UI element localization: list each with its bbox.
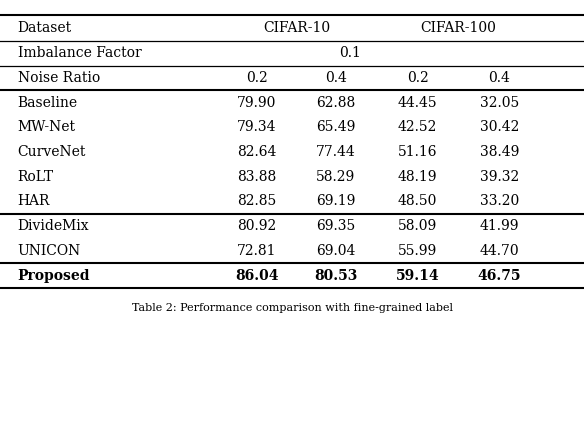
Text: CIFAR-100: CIFAR-100 (420, 21, 496, 35)
Text: 38.49: 38.49 (479, 145, 519, 159)
Text: 69.35: 69.35 (316, 219, 356, 233)
Text: 0.2: 0.2 (406, 71, 429, 85)
Text: 42.52: 42.52 (398, 120, 437, 134)
Text: 0.4: 0.4 (488, 71, 510, 85)
Text: Baseline: Baseline (18, 95, 78, 109)
Text: 79.90: 79.90 (237, 95, 277, 109)
Text: MW-Net: MW-Net (18, 120, 75, 134)
Text: Noise Ratio: Noise Ratio (18, 71, 100, 85)
Text: 32.05: 32.05 (479, 95, 519, 109)
Text: UNICON: UNICON (18, 244, 81, 258)
Text: 46.75: 46.75 (478, 268, 521, 282)
Text: 51.16: 51.16 (398, 145, 437, 159)
Text: 0.1: 0.1 (339, 46, 361, 60)
Text: 39.32: 39.32 (479, 170, 519, 184)
Text: 59.14: 59.14 (396, 268, 439, 282)
Text: 79.34: 79.34 (237, 120, 277, 134)
Text: 58.29: 58.29 (316, 170, 356, 184)
Text: Imbalance Factor: Imbalance Factor (18, 46, 141, 60)
Text: 65.49: 65.49 (316, 120, 356, 134)
Text: 69.19: 69.19 (316, 194, 356, 208)
Text: DivideMix: DivideMix (18, 219, 89, 233)
Text: CIFAR-10: CIFAR-10 (263, 21, 330, 35)
Text: 0.4: 0.4 (325, 71, 347, 85)
Text: RoLT: RoLT (18, 170, 54, 184)
Text: 0.2: 0.2 (246, 71, 268, 85)
Text: 41.99: 41.99 (479, 219, 519, 233)
Text: 33.20: 33.20 (479, 194, 519, 208)
Text: 62.88: 62.88 (316, 95, 356, 109)
Text: 44.70: 44.70 (479, 244, 519, 258)
Text: 69.04: 69.04 (316, 244, 356, 258)
Text: Proposed: Proposed (18, 268, 90, 282)
Text: 83.88: 83.88 (237, 170, 277, 184)
Text: CurveNet: CurveNet (18, 145, 86, 159)
Text: Dataset: Dataset (18, 21, 72, 35)
Text: 48.50: 48.50 (398, 194, 437, 208)
Text: Table 2: Performance comparison with fine-grained label: Table 2: Performance comparison with fin… (131, 303, 453, 314)
Text: 48.19: 48.19 (398, 170, 437, 184)
Text: 72.81: 72.81 (237, 244, 277, 258)
Text: 82.85: 82.85 (237, 194, 277, 208)
Text: 44.45: 44.45 (398, 95, 437, 109)
Text: 82.64: 82.64 (237, 145, 277, 159)
Text: 30.42: 30.42 (479, 120, 519, 134)
Text: 80.92: 80.92 (237, 219, 277, 233)
Text: 77.44: 77.44 (316, 145, 356, 159)
Text: 55.99: 55.99 (398, 244, 437, 258)
Text: 58.09: 58.09 (398, 219, 437, 233)
Text: HAR: HAR (18, 194, 50, 208)
Text: 80.53: 80.53 (314, 268, 357, 282)
Text: 86.04: 86.04 (235, 268, 279, 282)
